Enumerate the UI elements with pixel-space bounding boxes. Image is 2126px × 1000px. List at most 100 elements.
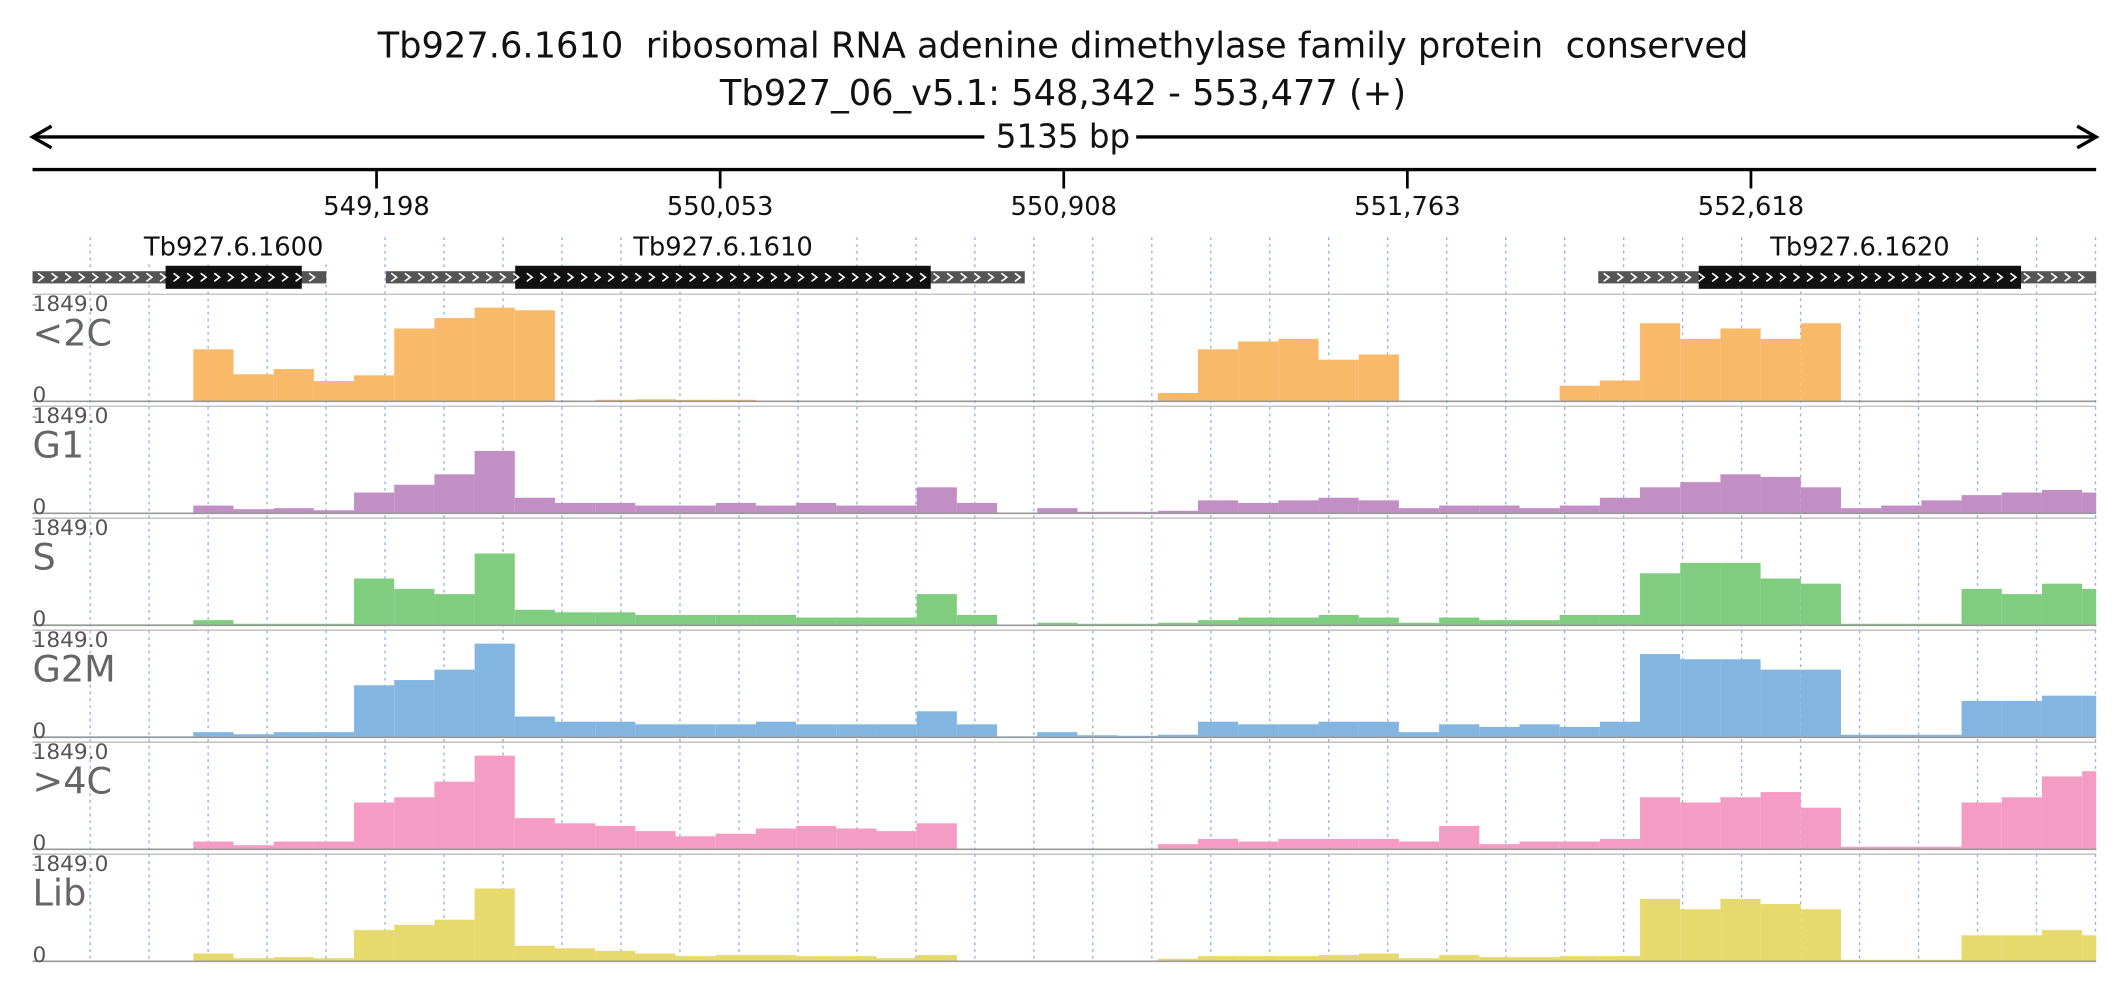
coverage-bar [755,614,797,626]
coverage-bar [956,502,998,514]
coverage-bar [635,831,676,850]
coverage-bar [876,958,917,962]
coverage-bar [394,797,435,850]
strand-chevron [200,272,208,283]
coverage-bar [675,836,716,850]
strand-chevron [1820,272,1828,283]
y-tick-label: 1849.0 [33,516,109,541]
coverage-bar [595,612,636,626]
y-tick-label: 1849.0 [33,740,109,765]
coverage-bar [956,614,998,626]
strand-chevron [621,272,629,283]
coverage-bar [313,381,355,402]
y-tick-label: 0 [33,383,47,408]
subtitle: Tb927_06_v5.1: 548,342 - 553,477 (+) [719,73,1406,114]
coverage-bar [193,505,234,514]
coverage-bar [1961,495,2002,514]
coverage-bar [1881,846,1922,850]
coverage-bar [796,502,837,514]
coverage-bar [1720,797,1761,850]
coverage-bar [354,802,395,850]
strand-chevron [118,272,127,283]
coverage-bar [1720,474,1761,514]
strand-chevron [1955,272,1963,283]
coverage-bar [1599,497,1641,514]
coverage-bar [434,919,475,962]
track-label: >4C [33,759,112,802]
coverage-bar [1680,482,1721,514]
strand-chevron [634,272,643,283]
coverage-bar [2001,700,2042,738]
coverage-bar [1840,846,1882,850]
coverage-bar [1559,385,1600,402]
y-tick-label: 1849.0 [33,628,109,653]
strand-chevron [1752,272,1760,283]
coverage-bar [1157,622,1198,626]
coverage-bar [1640,654,1681,738]
coverage-bar [1800,487,1841,514]
coverage-bar [1238,502,1279,514]
strand-chevron [51,272,59,283]
y-tick-label: 0 [33,943,47,968]
strand-chevron [1982,272,1991,283]
coverage-bar [313,732,355,738]
coverage-bar [916,823,957,850]
coverage-bar [1640,797,1681,850]
coverage-bar [1961,700,2002,738]
coverage-bar [554,612,596,626]
coverage-bar [1157,958,1198,962]
coverage-bar [434,594,475,626]
coverage-bar [313,510,355,514]
y-tick-label: 0 [33,719,47,744]
track-label: S [33,535,56,578]
coverage-bar [1720,659,1761,738]
coverage-bar [1197,721,1239,738]
y-tick-label: 1849.0 [33,852,109,877]
coverage-bar [354,685,395,738]
strand-chevron [1643,272,1652,283]
coverage-bar [394,680,435,738]
coverage-bar [635,724,676,738]
coverage-bar [675,614,716,626]
strand-chevron [892,272,900,283]
gene-label: Tb927.6.1600 [143,233,324,263]
strand-chevron [702,272,710,283]
strand-chevron [756,272,765,283]
strand-chevron [1711,272,1719,283]
y-tick-label: 0 [33,831,47,856]
strand-chevron [444,272,453,283]
coverage-bar [1800,807,1841,850]
strand-chevron [580,272,588,283]
strand-chevron [1765,272,1774,283]
y-tick-label: 0 [33,495,47,520]
coverage-bar [434,474,475,514]
strand-chevron [159,272,167,283]
strand-chevron [240,272,249,283]
coverage-bar [916,711,957,738]
gene-label-bg [133,233,335,262]
coverage-bar [1077,735,1118,738]
coverage-bar [1881,734,1922,738]
title: Tb927.6.1610 ribosomal RNA adenine dimet… [377,25,1749,66]
coverage-bar [514,497,555,514]
coverage-bar [1640,323,1681,402]
strand-chevron [213,272,222,283]
coverage-bar [1921,500,1962,514]
coverage-bar [1800,323,1841,402]
x-tick-label: 550,053 [667,192,773,222]
coverage-bar [1640,573,1681,626]
coverage-bar [1479,957,1520,962]
coverage-bar [434,669,475,738]
coverage-bar [1238,724,1279,738]
coverage-bar [1720,562,1761,626]
strand-chevron [661,272,670,283]
coverage-bar [715,502,756,514]
coverage-bar [1157,393,1198,402]
coverage-bar [1278,500,1319,514]
strand-chevron [267,272,276,283]
coverage-bar [1318,838,1359,850]
coverage-bar [273,957,314,962]
coverage-bar [1720,328,1761,402]
